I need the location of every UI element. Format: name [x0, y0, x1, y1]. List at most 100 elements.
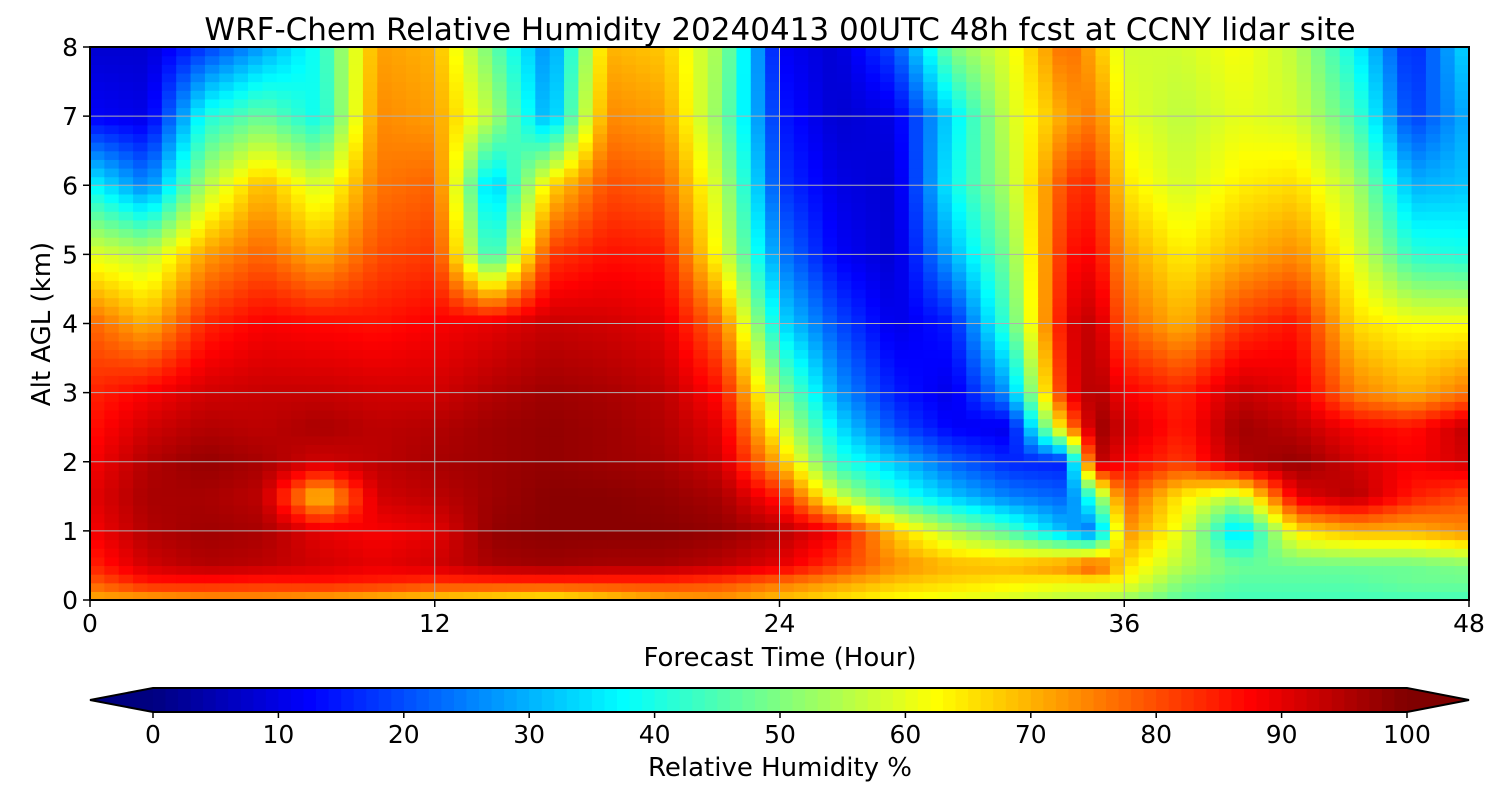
heat-cell: [291, 513, 307, 523]
heat-cell: [1296, 176, 1312, 186]
heat-cell: [1354, 496, 1370, 506]
heat-cell: [1411, 159, 1427, 169]
heat-cell: [362, 237, 378, 247]
heat-cell: [808, 193, 824, 204]
heat-cell: [1181, 574, 1197, 584]
heat-cell: [549, 176, 565, 186]
heat-cell: [406, 366, 421, 376]
heat-cell: [348, 349, 364, 359]
heat-cell: [1210, 461, 1226, 471]
heat-cell: [822, 254, 838, 264]
heat-cell: [291, 504, 307, 515]
heat-cell: [1296, 358, 1312, 368]
heat-cell: [420, 565, 436, 575]
heat-cell: [1210, 150, 1226, 160]
heat-cell: [133, 332, 149, 342]
heat-cell: [966, 332, 982, 342]
heat-cell: [1066, 418, 1082, 428]
heat-cell: [535, 254, 551, 264]
heat-cell: [578, 306, 594, 316]
heat-cell: [434, 453, 450, 463]
heat-cell: [1081, 487, 1097, 497]
heat-cell: [90, 263, 105, 273]
heat-cell: [765, 530, 781, 541]
heat-cell: [750, 539, 766, 549]
heat-cell: [923, 323, 939, 333]
heat-cell: [578, 271, 594, 281]
heat-cell: [161, 496, 177, 506]
heat-cell: [319, 332, 335, 342]
heat-cell: [578, 332, 594, 342]
heat-cell: [1296, 366, 1312, 376]
heat-cell: [362, 306, 378, 316]
heat-cell: [880, 332, 896, 342]
heat-cell: [1023, 176, 1039, 186]
heat-cell: [1253, 539, 1269, 549]
heat-cell: [1066, 444, 1082, 454]
heat-cell: [276, 513, 292, 523]
heat-cell: [980, 271, 996, 281]
heat-cell: [1368, 314, 1384, 325]
heat-cell: [334, 159, 350, 169]
heat-cell: [1152, 461, 1168, 471]
heat-cell: [463, 504, 479, 515]
heat-cell: [420, 513, 436, 523]
heat-cell: [1354, 254, 1370, 264]
heat-cell: [564, 496, 579, 506]
heat-cell: [305, 349, 321, 359]
heat-cell: [492, 591, 508, 601]
heat-cell: [894, 219, 910, 230]
heat-cell: [1152, 375, 1168, 385]
heat-cell: [1253, 358, 1269, 368]
heat-cell: [104, 280, 120, 290]
heat-cell: [765, 401, 781, 411]
heat-cell: [1181, 392, 1197, 402]
heat-cell: [564, 349, 579, 359]
heat-cell: [635, 202, 651, 212]
heat-cell: [822, 539, 838, 549]
heat-cell: [1440, 427, 1456, 437]
heat-cell: [808, 323, 824, 333]
heat-cell: [319, 591, 335, 601]
heat-cell: [1124, 263, 1140, 273]
heat-cell: [147, 487, 163, 497]
heat-cell: [1196, 237, 1212, 247]
heat-cell: [592, 211, 608, 221]
heat-cell: [535, 332, 551, 342]
heat-cell: [492, 565, 508, 575]
heat-cell: [104, 530, 120, 541]
heat-cell: [1009, 539, 1025, 549]
heat-cell: [1210, 340, 1226, 351]
heat-cell: [937, 228, 953, 238]
heat-cell: [635, 211, 651, 221]
heat-cell: [1152, 530, 1168, 541]
heat-cell: [1066, 237, 1082, 247]
heat-cell: [664, 280, 680, 290]
heat-cell: [707, 150, 723, 160]
heat-cell: [765, 496, 781, 506]
heat-cell: [334, 271, 350, 281]
heat-cell: [951, 271, 967, 281]
heat-cell: [1181, 237, 1197, 247]
heat-cell: [621, 271, 637, 281]
heat-cell: [578, 323, 594, 333]
heat-cell: [449, 383, 465, 394]
heat-cell: [851, 487, 867, 497]
heat-cell: [779, 565, 795, 575]
heat-cell: [1354, 375, 1370, 385]
heat-cell: [736, 366, 752, 376]
heat-cell: [564, 323, 579, 333]
heat-cell: [276, 349, 292, 359]
heat-cell: [1354, 539, 1370, 549]
heat-cell: [779, 340, 795, 351]
heat-cell: [1425, 409, 1441, 420]
heat-cell: [994, 297, 1010, 307]
heat-cell: [362, 193, 378, 204]
heat-cell: [1124, 332, 1140, 342]
heat-cell: [1138, 582, 1154, 592]
heat-cell: [650, 496, 666, 506]
heat-cell: [276, 479, 292, 489]
heat-cell: [520, 150, 536, 160]
heat-cell: [621, 167, 637, 178]
heat-cell: [865, 245, 881, 255]
